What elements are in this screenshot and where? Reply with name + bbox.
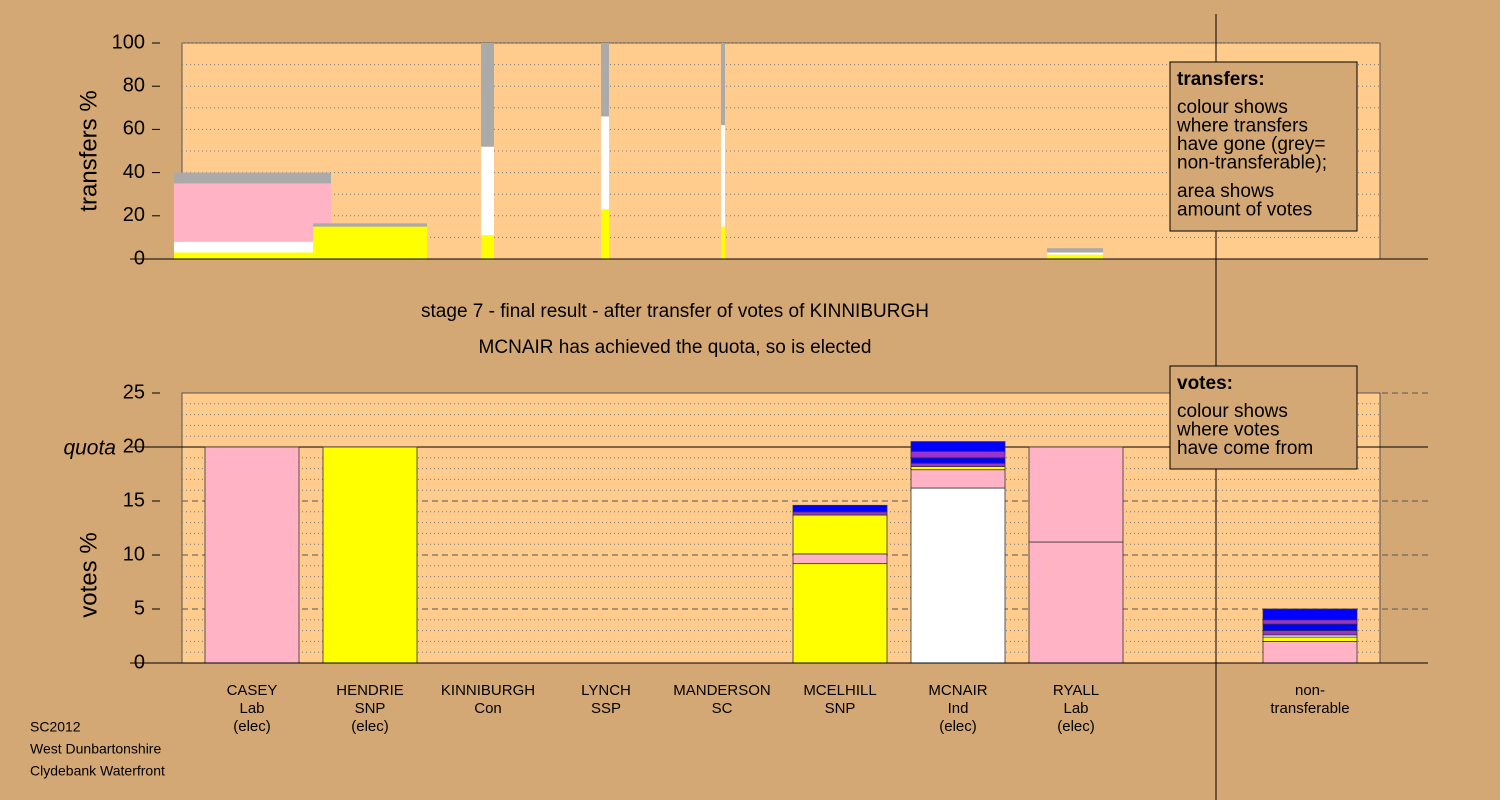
bar-segment <box>1262 619 1358 625</box>
bar-segment <box>1262 630 1358 636</box>
transfer-segment <box>481 235 494 259</box>
x-tick-label: (elec) <box>233 718 271 735</box>
y-tick-label: 25 <box>123 381 145 403</box>
y-tick-label: 40 <box>123 161 145 183</box>
y-tick-label: 60 <box>123 118 145 140</box>
x-tick-label: (elec) <box>1057 718 1095 735</box>
legend-title: votes: <box>1177 373 1233 394</box>
y-tick-label: 10 <box>123 543 145 565</box>
transfer-segment <box>174 183 331 242</box>
footer-text: West Dunbartonshire <box>30 741 161 757</box>
legend-line: have gone (grey= <box>1177 134 1325 155</box>
legend-box <box>1169 61 1358 232</box>
transfer-segment <box>1047 254 1103 259</box>
transfer-segment <box>721 43 725 126</box>
transfer-segment <box>174 252 331 259</box>
x-tick-label: SNP <box>355 700 386 717</box>
x-tick-label: SNP <box>825 700 856 717</box>
x-tick-label: LYNCH <box>581 682 631 699</box>
transfer-segment <box>721 226 725 259</box>
x-tick-label: MCELHILL <box>803 682 876 699</box>
legend-line: non-transferable); <box>1177 153 1327 174</box>
x-tick-label: Lab <box>239 700 264 717</box>
x-tick-label: CASEY <box>227 682 278 699</box>
transfer-segment <box>601 43 609 117</box>
y-tick-label: 20 <box>123 204 145 226</box>
bar-segment <box>1028 541 1124 664</box>
transfer-segment <box>601 116 609 210</box>
x-tick-label: (elec) <box>351 718 389 735</box>
transfer-segment <box>1047 252 1103 255</box>
legend-line: colour shows <box>1177 401 1288 422</box>
transfer-segment <box>721 125 725 227</box>
transfer-segment <box>481 146 494 236</box>
y-tick-label: 20 <box>123 435 145 457</box>
y-axis-label: transfers % <box>75 90 102 211</box>
y-tick-label: 0 <box>134 247 145 269</box>
legend-box <box>1169 365 1358 470</box>
footer-text: SC2012 <box>30 719 81 735</box>
bar-segment <box>910 487 1006 664</box>
chart-title: MCNAIR has achieved the quota, so is ele… <box>479 337 872 358</box>
transfer-segment <box>174 172 331 184</box>
legend-line: area shows <box>1177 181 1274 202</box>
bar-segment <box>322 446 418 664</box>
transfer-segment <box>601 209 609 259</box>
x-tick-label: (elec) <box>939 718 977 735</box>
x-tick-label: HENDRIE <box>336 682 404 699</box>
legend-line: where votes <box>1176 420 1279 441</box>
legend-line: where transfers <box>1176 116 1308 137</box>
legend-line: amount of votes <box>1177 200 1312 221</box>
y-tick-label: 5 <box>134 597 145 619</box>
x-tick-label: transferable <box>1270 700 1349 717</box>
bar-segment <box>1262 636 1358 642</box>
x-tick-label: MCNAIR <box>928 682 987 699</box>
transfer-segment <box>313 223 427 227</box>
bar-segment <box>792 563 888 664</box>
legend-title: transfers: <box>1177 69 1265 90</box>
bar-segment <box>1262 623 1358 631</box>
x-tick-label: RYALL <box>1053 682 1099 699</box>
bar-segment <box>910 450 1006 459</box>
bar-segment <box>1028 446 1124 543</box>
bar-segment <box>910 441 1006 452</box>
x-tick-label: Lab <box>1063 700 1088 717</box>
transfer-segment <box>313 226 427 259</box>
y-axis-label: votes % <box>75 532 102 617</box>
bar-segment <box>792 553 888 565</box>
x-tick-label: KINNIBURGH <box>441 682 535 699</box>
x-tick-label: Con <box>474 700 502 717</box>
y-tick-label: 15 <box>123 489 145 511</box>
legend-line: have come from <box>1177 438 1313 459</box>
x-tick-label: SSP <box>591 700 621 717</box>
x-tick-label: SC <box>712 700 733 717</box>
bar-segment <box>204 446 300 664</box>
bar-segment <box>910 457 1006 464</box>
footer-text: Clydebank Waterfront <box>30 763 165 779</box>
transfer-segment <box>1047 248 1103 253</box>
bar-segment <box>1262 608 1358 621</box>
bar-segment <box>910 466 1006 471</box>
bar-segment <box>910 469 1006 489</box>
x-tick-label: non- <box>1295 682 1325 699</box>
transfer-segment <box>481 43 494 147</box>
bar-segment <box>792 511 888 516</box>
x-tick-label: MANDERSON <box>673 682 771 699</box>
bar-segment <box>792 504 888 513</box>
y-tick-label: 0 <box>134 651 145 673</box>
legend-line: colour shows <box>1177 97 1288 118</box>
quota-label: quota <box>63 437 116 460</box>
y-tick-label: 80 <box>123 74 145 96</box>
chart-title: stage 7 - final result - after transfer … <box>421 301 929 322</box>
bar-segment <box>1262 641 1358 664</box>
bar-segment <box>792 514 888 555</box>
bar-segment <box>910 462 1006 467</box>
transfer-segment <box>174 241 331 253</box>
y-tick-label: 100 <box>112 31 145 53</box>
x-tick-label: Ind <box>948 700 969 717</box>
